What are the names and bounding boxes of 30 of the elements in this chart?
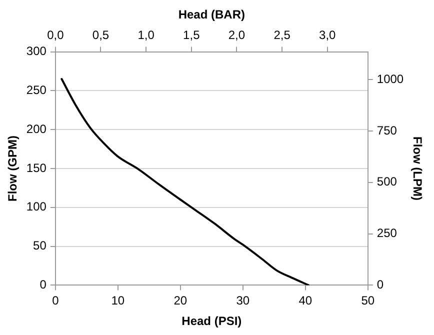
- x-tick-label: 10: [111, 294, 125, 308]
- y2-tick-label: 0: [376, 278, 384, 292]
- x2-axis-title: Head (BAR): [178, 8, 245, 22]
- y2-tick-label: 500: [376, 174, 398, 189]
- y-tick-label: 200: [26, 122, 47, 136]
- y-tick-label: 50: [33, 238, 47, 253]
- x-tick-label: 0: [52, 294, 60, 308]
- y2-tick-label: 750: [376, 123, 398, 138]
- y2-tick-label: 250: [376, 226, 398, 240]
- y-tick-label: 250: [26, 83, 47, 98]
- line-series: [60, 78, 310, 286]
- x-tick-label: 50: [361, 294, 375, 308]
- y-tick-label: 300: [26, 44, 47, 58]
- y-axis-title: Flow (GPM): [6, 136, 20, 202]
- x-axis-title: Head (PSI): [182, 314, 242, 328]
- y-tick-label: 100: [26, 200, 47, 214]
- x2-tick-label: 2,5: [274, 28, 291, 42]
- x-tick-label: 20: [174, 294, 188, 308]
- y2-axis-title: Flow (LPM): [410, 136, 424, 200]
- y-tick-label: 150: [26, 160, 47, 175]
- x-tick-label: 30: [236, 294, 250, 308]
- x-tick-label: 40: [298, 294, 312, 308]
- y-tick-label: 0: [40, 278, 47, 292]
- x2-tick-label: 2,0: [228, 28, 246, 42]
- x2-tick-label: 1,5: [183, 28, 200, 42]
- x2-tick-label: 0,5: [92, 28, 110, 42]
- x2-tick-label: 0,0: [47, 28, 64, 42]
- x2-tick-label: 3,0: [319, 28, 336, 42]
- x2-tick-label: 1,0: [138, 28, 155, 42]
- y2-tick-label: 1000: [376, 72, 404, 86]
